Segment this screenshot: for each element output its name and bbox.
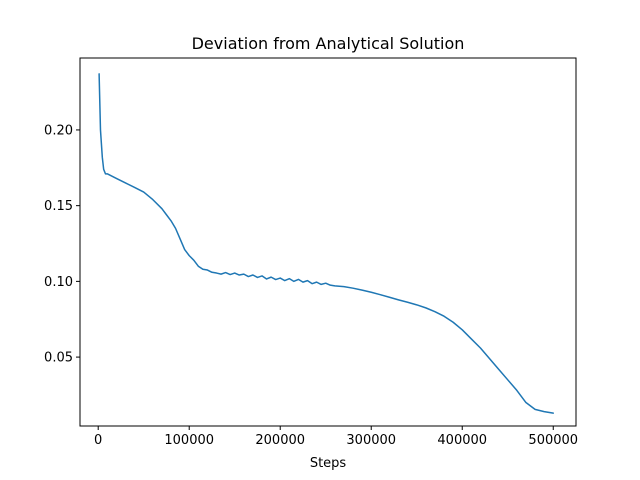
axes-frame [79,57,577,427]
x-tick-label: 400000 [437,433,487,448]
y-tick-label: 0.05 [44,351,73,366]
x-tick-label: 100000 [164,433,214,448]
y-axis: 0.05 0.10 0.15 0.20 [44,123,80,366]
x-axis-label: Steps [310,456,347,471]
x-axis: 0 100000 200000 300000 400000 500000 [94,426,578,448]
x-tick-label: 300000 [346,433,396,448]
y-tick-label: 0.20 [44,123,73,138]
plot-area [98,73,554,414]
x-tick-label: 200000 [255,433,305,448]
y-tick-label: 0.15 [44,199,73,214]
y-tick-label: 0.10 [44,275,73,290]
series-line-0 [98,73,554,414]
x-tick-label: 0 [94,433,102,448]
chart-title: Deviation from Analytical Solution [192,34,465,53]
x-tick-label: 500000 [528,433,578,448]
